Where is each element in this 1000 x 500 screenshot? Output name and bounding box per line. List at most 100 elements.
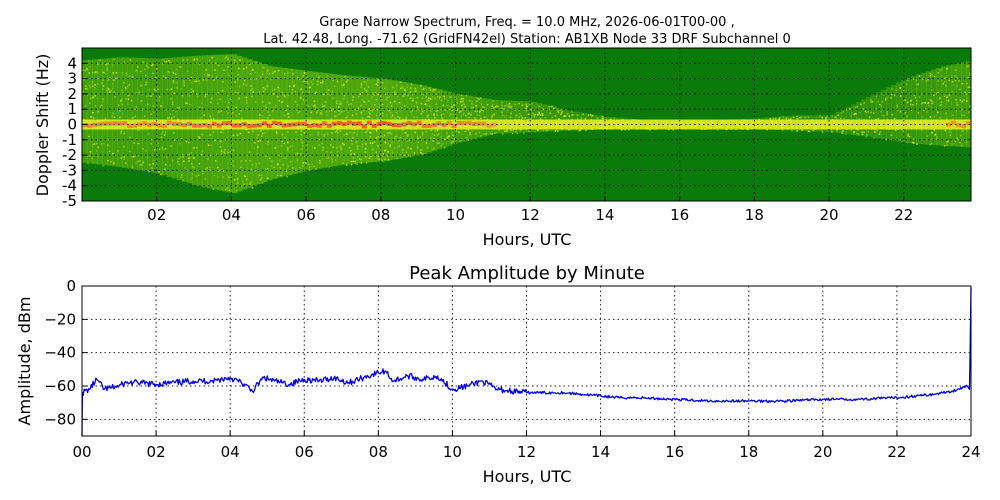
spectrogram-speckle [422, 88, 425, 90]
spectrogram-speckle [297, 112, 299, 114]
spectrogram-x-tick-label: 10 [446, 206, 465, 224]
spectrogram-speckle [195, 175, 197, 177]
spectrogram-band-cell [446, 91, 453, 146]
spectrogram-peak-cell [966, 121, 971, 126]
spectrogram-speckle [420, 112, 423, 115]
spectrogram-speckle [245, 66, 248, 69]
spectrogram-speckle [352, 96, 354, 98]
spectrogram-speckle [486, 103, 489, 106]
spectrogram-speckle [193, 58, 196, 60]
spectrogram-speckle [371, 142, 374, 144]
spectrogram-speckle [326, 75, 329, 78]
spectrogram-speckle [450, 105, 453, 108]
amplitude-x-tick-label: 10 [443, 443, 462, 461]
spectrogram-speckle [444, 138, 446, 141]
spectrogram-speckle [400, 87, 402, 90]
spectrogram-speckle [376, 108, 379, 111]
amplitude-panel: Peak Amplitude by Minute 00 02 04 06 08 10 12 1… [15, 263, 981, 486]
spectrogram-band-cell [101, 58, 108, 166]
spectrogram-speckle [169, 61, 171, 63]
spectrogram-speckle [378, 158, 380, 161]
spectrogram-speckle [217, 64, 220, 67]
spectrogram-speckle [152, 163, 154, 165]
spectrogram-speckle [346, 164, 348, 166]
spectrogram-speckle [528, 103, 531, 106]
spectrogram-speckle [886, 112, 889, 115]
spectrogram-speckle [377, 79, 380, 81]
spectrogram-speckle [456, 109, 459, 111]
spectrogram-speckle [956, 137, 958, 139]
spectrogram-speckle [372, 148, 375, 151]
spectrogram-band-cell [956, 63, 962, 147]
spectrogram-speckle [427, 114, 429, 117]
spectrogram-speckle [309, 86, 311, 88]
spectrogram-speckle [469, 131, 471, 134]
spectrogram-speckle [259, 117, 261, 119]
spectrogram-band-cell [431, 88, 438, 151]
spectrogram-speckle [173, 131, 175, 134]
spectrogram-speckle [374, 91, 377, 94]
spectrogram-speckle [147, 103, 149, 105]
spectrogram-speckle [845, 133, 847, 135]
spectrogram-carrier-cell [956, 119, 962, 130]
spectrogram-speckle [318, 76, 320, 79]
spectrogram-speckle [302, 75, 304, 77]
spectrogram-speckle [871, 101, 874, 103]
spectrogram-speckle [350, 103, 352, 105]
spectrogram-speckle [258, 90, 261, 93]
spectrogram-speckle [520, 115, 523, 117]
spectrogram-speckle [409, 87, 412, 89]
spectrogram-speckle [886, 114, 888, 116]
spectrogram-x-tick-label: 06 [297, 206, 316, 224]
spectrogram-speckle [467, 139, 470, 141]
spectrogram-speckle [453, 104, 455, 106]
spectrogram-speckle [242, 67, 245, 70]
spectrogram-speckle [299, 88, 302, 91]
spectrogram-speckle [884, 97, 887, 100]
spectrogram-peak-cell [271, 120, 278, 125]
spectrogram-speckle [87, 155, 89, 157]
spectrogram-speckle [148, 95, 150, 97]
spectrogram-speckle [88, 135, 90, 138]
spectrogram-speckle [531, 103, 534, 105]
spectrogram-speckle [494, 132, 496, 134]
spectrogram-speckle [479, 135, 482, 137]
spectrogram-speckle [904, 106, 907, 109]
spectrogram-speckle [168, 59, 170, 62]
spectrogram-speckle [345, 117, 348, 119]
spectrogram-speckle [560, 112, 563, 114]
spectrogram-speckle [343, 110, 345, 112]
spectrogram-speckle [297, 77, 299, 79]
spectrogram-speckle [423, 109, 426, 111]
spectrogram-speckle [937, 91, 939, 94]
spectrogram-speckle [944, 129, 947, 131]
spectrogram-speckle [386, 96, 389, 99]
spectrogram-speckle [781, 129, 784, 131]
spectrogram-speckle [963, 99, 965, 101]
spectrogram-band-cell [106, 58, 113, 166]
spectrogram-speckle [277, 174, 279, 177]
spectrogram-speckle [125, 72, 128, 74]
spectrogram-speckle [264, 88, 267, 90]
spectrogram-speckle [193, 59, 196, 61]
spectrogram-speckle [507, 109, 509, 112]
spectrogram-speckle [181, 153, 184, 156]
spectrogram-speckle [949, 134, 952, 137]
spectrogram-speckle [148, 164, 151, 166]
spectrogram-speckle [222, 170, 225, 172]
spectrogram-speckle [101, 104, 103, 107]
spectrogram-speckle [93, 143, 96, 145]
spectrogram-speckle [335, 102, 338, 104]
spectrogram-peak-cell [946, 122, 952, 127]
spectrogram-peak-cell [426, 123, 433, 128]
spectrogram-speckle [542, 114, 544, 116]
spectrogram-speckle [410, 111, 412, 113]
spectrogram-speckle [916, 83, 918, 86]
spectrogram-speckle [945, 84, 947, 87]
spectrogram-speckle [962, 130, 964, 132]
spectrogram-speckle [442, 143, 444, 145]
spectrogram-carrier-cell [816, 119, 822, 130]
spectrogram-peak-cell [106, 121, 113, 126]
spectrogram-speckle [145, 81, 148, 84]
spectrogram-speckle [188, 153, 190, 156]
